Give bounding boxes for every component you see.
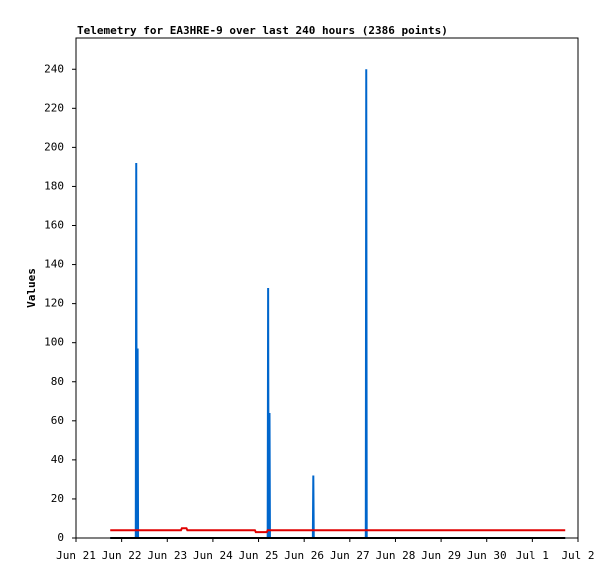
plot-frame — [75, 37, 579, 539]
y-tick-label: 60 — [51, 414, 64, 427]
y-axis-label: Values — [25, 268, 38, 308]
x-tick-label: Jun 30 — [467, 549, 507, 562]
y-tick-label: 120 — [44, 297, 64, 310]
x-tick-label: Jun 25 — [239, 549, 279, 562]
x-tick-label: Jun 27 — [330, 549, 370, 562]
y-tick-label: 180 — [44, 179, 64, 192]
series-line — [110, 527, 566, 534]
x-tick-label: Jun 26 — [284, 549, 324, 562]
y-tick-label: 240 — [44, 62, 64, 75]
x-tick-label: Jun 21 — [56, 549, 96, 562]
y-tick-label: 0 — [57, 531, 64, 544]
x-tick-label: Jul 2 — [561, 549, 594, 562]
y-tick-label: 100 — [44, 336, 64, 349]
x-tick-label: Jun 22 — [102, 549, 142, 562]
x-tick-label: Jun 23 — [147, 549, 187, 562]
x-tick-label: Jun 28 — [376, 549, 416, 562]
y-tick-label: 80 — [51, 375, 64, 388]
x-tick-label: Jul 1 — [516, 549, 549, 562]
y-tick-label: 160 — [44, 219, 64, 232]
series-line — [110, 69, 566, 539]
y-tick-label: 200 — [44, 140, 64, 153]
y-tick-label: 40 — [51, 453, 64, 466]
x-tick-label: Jun 29 — [421, 549, 461, 562]
y-tick-label: 140 — [44, 258, 64, 271]
y-tick-label: 220 — [44, 101, 64, 114]
chart-title: Telemetry for EA3HRE-9 over last 240 hou… — [77, 24, 448, 37]
y-tick-label: 20 — [51, 492, 64, 505]
x-tick-label: Jun 24 — [193, 549, 233, 562]
